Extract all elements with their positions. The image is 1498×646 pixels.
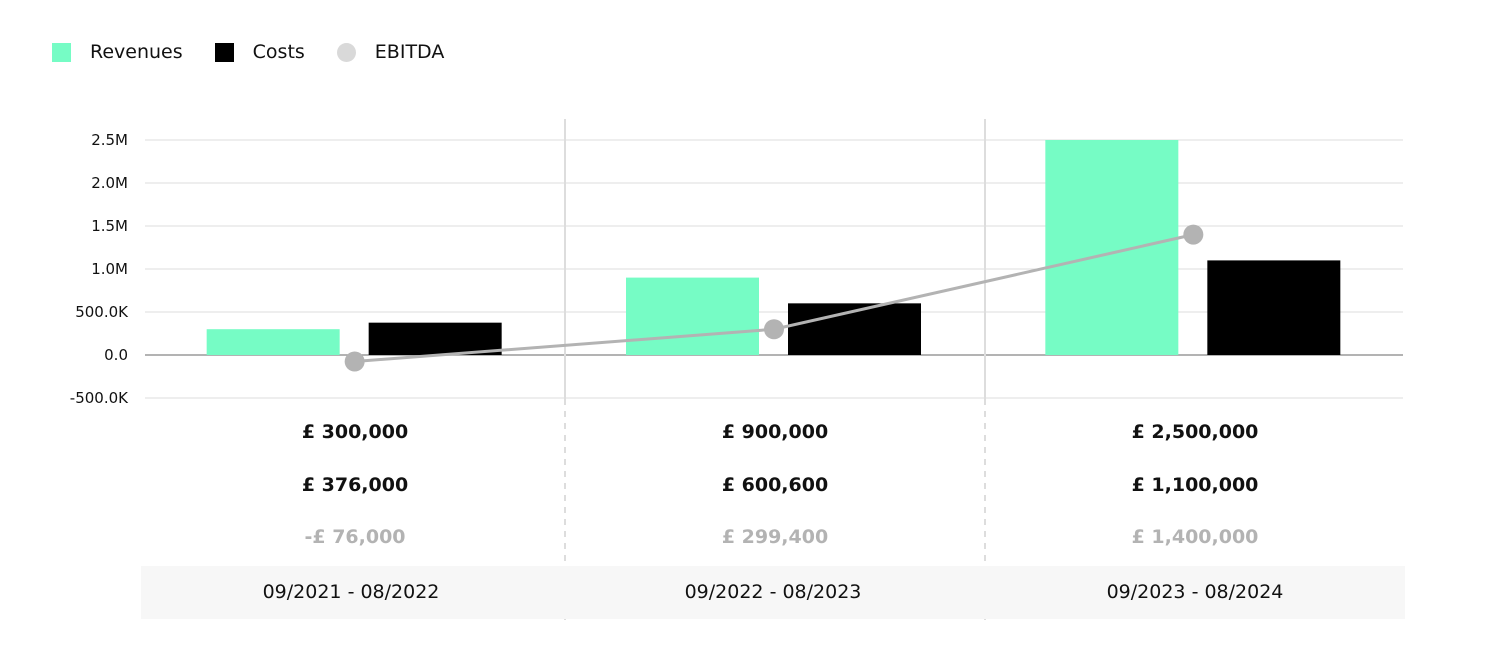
- period-label-2: 09/2023 - 08/2024: [1106, 581, 1284, 603]
- bar-revenues-0[interactable]: [206, 329, 340, 355]
- ebitda-point-1[interactable]: [764, 319, 784, 340]
- revenue-value-1: £ 900,000: [721, 421, 829, 443]
- bar-revenues-1[interactable]: [626, 277, 759, 355]
- legend-item-costs[interactable]: Costs: [214, 41, 305, 63]
- ebitda-line: [344, 224, 1204, 372]
- cost-value-2: £ 1,100,000: [1131, 474, 1259, 496]
- period-label-1: 09/2022 - 08/2023: [684, 581, 862, 603]
- legend-item-ebitda[interactable]: EBITDA: [336, 41, 445, 63]
- y-axis-tick-labels: -500.0K 0.0 500.0K 1.0M 1.5M 2.0M 2.5M: [70, 131, 129, 407]
- bars: [206, 140, 1341, 355]
- bar-costs-0[interactable]: [368, 322, 502, 355]
- bar-revenues-2[interactable]: [1045, 140, 1179, 355]
- y-tick-label-4: 1.5M: [91, 217, 128, 235]
- revenue-value-0: £ 300,000: [301, 421, 409, 443]
- legend-swatch-costs: [214, 42, 234, 62]
- y-tick-label-1: 0.0: [104, 346, 128, 364]
- legend-label-revenues: Revenues: [90, 41, 183, 63]
- period-bar: [141, 566, 1405, 619]
- y-tick-label-5: 2.0M: [91, 174, 128, 192]
- y-tick-label-6: 2.5M: [91, 131, 128, 149]
- ebitda-value-0: -£ 76,000: [304, 526, 406, 548]
- revenue-value-2: £ 2,500,000: [1131, 421, 1259, 443]
- ebitda-value-2: £ 1,400,000: [1131, 526, 1259, 548]
- ebitda-point-2[interactable]: [1183, 224, 1204, 245]
- y-tick-label-2: 500.0K: [75, 303, 129, 321]
- ebitda-point-0[interactable]: [344, 351, 365, 372]
- legend-label-ebitda: EBITDA: [374, 41, 445, 63]
- cost-value-0: £ 376,000: [301, 474, 409, 496]
- cost-value-1: £ 600,600: [721, 474, 829, 496]
- chart-legend: Revenues Costs EBITDA: [52, 38, 476, 66]
- ebitda-value-1: £ 299,400: [721, 526, 829, 548]
- y-tick-label-0: -500.0K: [70, 389, 129, 407]
- legend-label-costs: Costs: [252, 41, 305, 63]
- bar-costs-2[interactable]: [1207, 260, 1341, 355]
- legend-swatch-ebitda: [336, 42, 356, 62]
- period-label-0: 09/2021 - 08/2022: [262, 581, 440, 603]
- legend-swatch-revenues: [52, 42, 71, 62]
- legend-item-revenues[interactable]: Revenues: [52, 41, 183, 63]
- y-tick-label-3: 1.0M: [91, 260, 128, 278]
